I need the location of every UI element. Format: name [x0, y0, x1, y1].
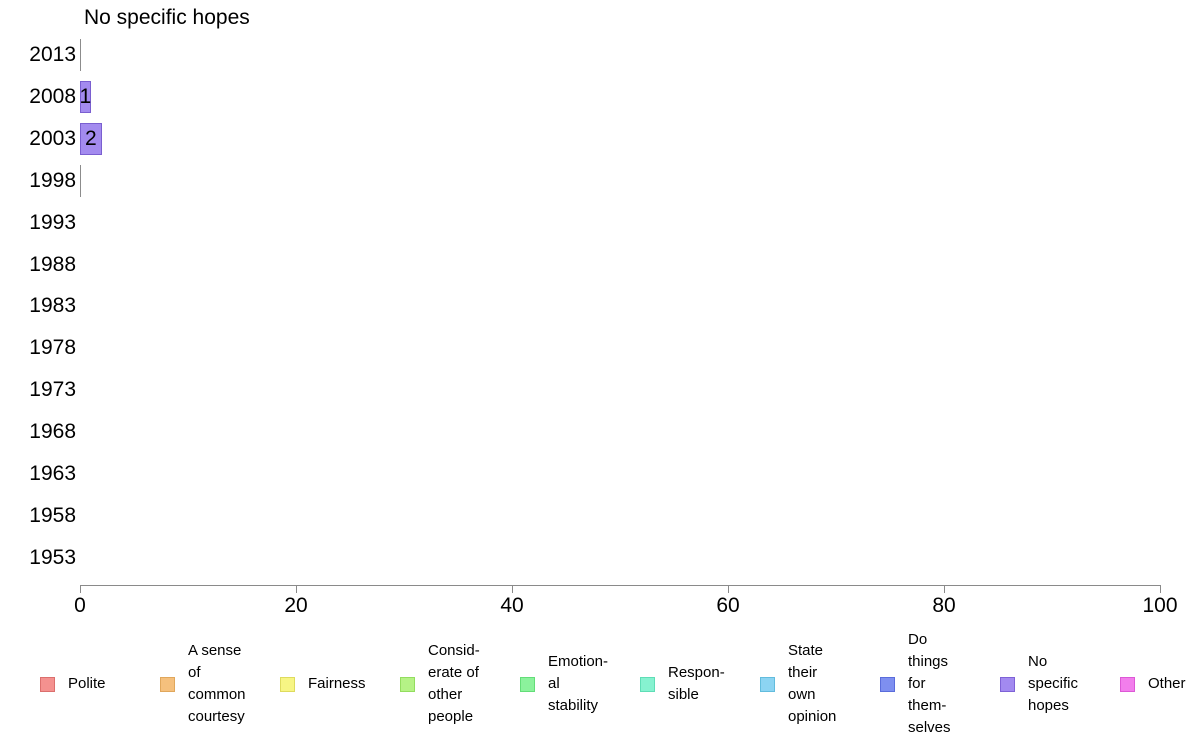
legend-swatch: [400, 676, 415, 692]
y-axis-label: 1988: [29, 252, 76, 276]
legend-swatch: [40, 676, 55, 692]
y-axis-label: 2013: [29, 43, 76, 66]
legend-item: Do things for them- selves: [870, 629, 990, 736]
legend-item: No specific hopes: [990, 651, 1110, 717]
legend-item: State their own opinion: [750, 640, 870, 728]
y-axis-label: 1953: [29, 545, 76, 569]
x-axis-tick: [296, 585, 297, 593]
y-axis-label: 1998: [29, 168, 76, 192]
y-axis-label: 2003: [29, 126, 76, 150]
legend-swatch: [640, 676, 655, 692]
legend-label: Polite: [68, 675, 106, 692]
legend-swatch: [160, 676, 175, 692]
x-axis-tick: [944, 585, 945, 593]
x-axis-tick-label: 100: [1142, 594, 1178, 617]
legend-item: Respon- sible: [630, 662, 750, 706]
legend-item: Other: [1110, 673, 1188, 695]
legend-item: A sense of common courtesy: [150, 640, 270, 728]
legend: Polite A sense of common courtesy Fairness…: [30, 631, 1188, 736]
legend-label: Other: [1148, 675, 1186, 692]
zero-value-bar: [80, 39, 81, 71]
legend-item: Polite: [30, 673, 150, 695]
bar-value-label: 1: [79, 84, 92, 108]
legend-item: Consid- erate of other people: [390, 640, 510, 728]
y-axis-label: 1983: [29, 294, 76, 318]
legend-item: Emotion- al stability: [510, 651, 630, 717]
legend-swatch: [520, 676, 535, 692]
y-axis-label: 1978: [29, 336, 76, 360]
x-axis-tick-label: 80: [932, 594, 956, 617]
legend-label: Consid- erate of other people: [428, 642, 480, 725]
x-axis-tick: [728, 585, 729, 593]
legend-label: A sense of common courtesy: [188, 642, 246, 725]
legend-label: No specific hopes: [1028, 653, 1079, 714]
legend-swatch: [880, 676, 895, 692]
x-axis-tick: [1160, 585, 1161, 593]
legend-swatch: [1000, 676, 1015, 692]
y-axis-label: 1963: [29, 462, 76, 485]
legend-swatch: [760, 676, 775, 692]
x-axis-line: [80, 585, 1160, 586]
legend-label: Emotion- al stability: [548, 653, 609, 714]
y-axis-label: 2008: [29, 84, 76, 108]
y-axis-label: 1993: [29, 210, 76, 234]
legend-label: Do things for them- selves: [908, 631, 951, 736]
y-axis-label: 1958: [29, 503, 76, 527]
bar: [80, 80, 91, 113]
legend-label: Respon- sible: [668, 664, 725, 703]
legend-label: State their own opinion: [788, 642, 837, 725]
y-axis-label: 1968: [29, 420, 76, 444]
x-axis-tick-label: 60: [716, 594, 740, 617]
legend-swatch: [280, 676, 295, 692]
x-axis-tick-label: 0: [74, 594, 86, 617]
y-axis-label: 1973: [29, 378, 76, 402]
x-axis-tick: [512, 585, 513, 593]
chart-title: No specific hopes: [84, 6, 250, 29]
x-axis-tick-label: 40: [500, 594, 524, 617]
legend-label: Fairness: [308, 675, 366, 692]
zero-value-bar: [80, 164, 81, 197]
bar: [80, 122, 102, 155]
legend-item: Fairness: [270, 673, 390, 695]
x-axis-tick-label: 20: [284, 594, 308, 617]
bar-value-label: 2: [84, 126, 97, 150]
legend-swatch: [1120, 676, 1135, 692]
x-axis-tick: [80, 585, 81, 593]
